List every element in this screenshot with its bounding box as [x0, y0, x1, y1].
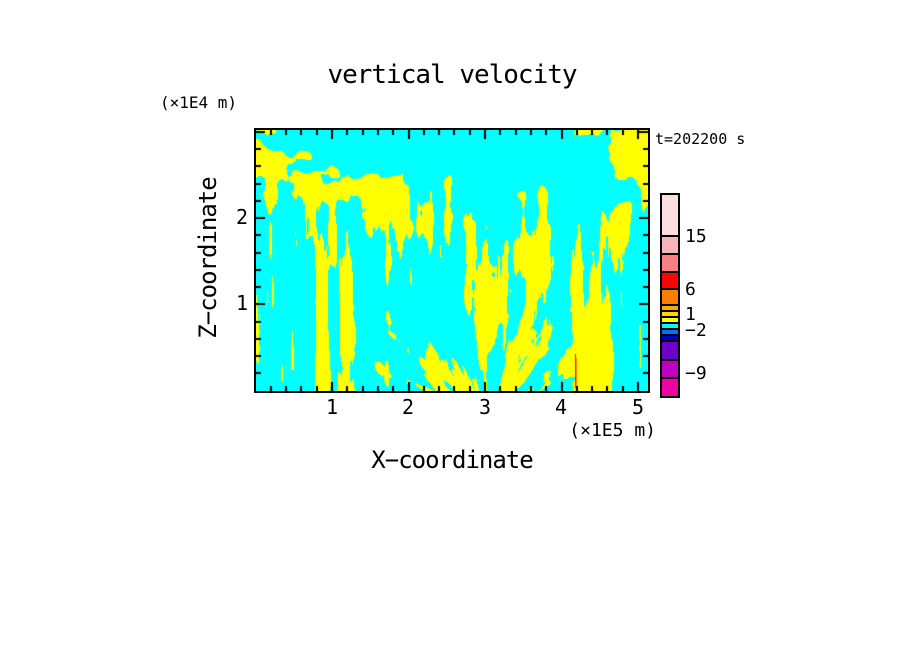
- x-tick-label-3: 3: [478, 395, 492, 419]
- colorbar-segment: [662, 342, 678, 361]
- colorbar: [660, 193, 680, 398]
- colorbar-segment: [662, 273, 678, 290]
- x-tick-label-1: 1: [325, 395, 339, 419]
- colorbar-segment: [662, 306, 678, 312]
- colorbar-segment: [662, 237, 678, 255]
- x-axis-unit-label: (×1E5 m): [569, 420, 656, 441]
- colorbar-segment: [662, 361, 678, 379]
- colorbar-tick-label-1: 1: [685, 304, 696, 325]
- colorbar-tick-label-minus2: −2: [685, 320, 707, 341]
- colorbar-tick-label-15: 15: [685, 226, 707, 247]
- x-tick-label-2: 2: [401, 395, 415, 419]
- colorbar-segment: [662, 312, 678, 318]
- colorbar-segment: [662, 379, 678, 396]
- colorbar-segment: [662, 330, 678, 336]
- time-annotation: t=202200 s: [655, 130, 746, 148]
- y-tick-label-2: 2: [235, 205, 248, 229]
- y-axis-title: Z−coordinate: [194, 177, 222, 339]
- velocity-field-canvas: [256, 130, 648, 391]
- colorbar-segment: [662, 336, 678, 342]
- x-tick-label-4: 4: [554, 395, 568, 419]
- x-axis-title: X−coordinate: [371, 446, 533, 474]
- colorbar-segment: [662, 195, 678, 237]
- colorbar-tick-label-minus9: −9: [685, 363, 707, 384]
- y-tick-label-1: 1: [235, 291, 248, 315]
- colorbar-segment: [662, 318, 678, 324]
- x-tick-label-5: 5: [631, 395, 645, 419]
- colorbar-segment: [662, 255, 678, 273]
- colorbar-segment: [662, 324, 678, 330]
- colorbar-tick-label-6: 6: [685, 279, 696, 300]
- chart-title: vertical velocity: [327, 60, 577, 90]
- y-axis-unit-label: (×1E4 m): [160, 93, 238, 112]
- plot-area: [254, 128, 650, 393]
- colorbar-segment: [662, 290, 678, 306]
